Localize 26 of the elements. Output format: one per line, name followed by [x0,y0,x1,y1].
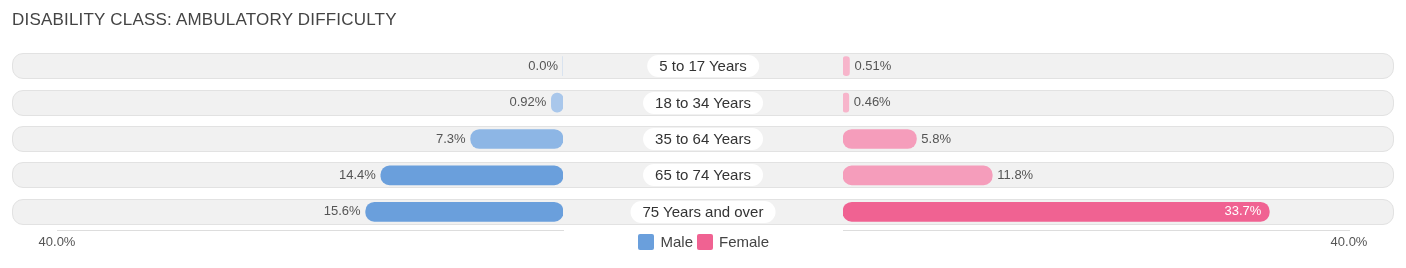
data-label: 0.46% [853,94,892,110]
data-label: 14.4% [338,166,377,182]
text: 40.0% [38,233,76,249]
data-label: 0.51% [854,57,892,73]
data-label: 11.8% [997,166,1034,182]
data-label: 0.92% [509,94,547,110]
data-label: 33.7% [1224,203,1262,219]
bar [470,129,563,149]
y-tick-label: 5 to 17 Years [647,55,759,78]
text: 40.0% [1330,233,1368,249]
bar [365,201,563,222]
y-tick-label: 65 to 74 Years [643,164,763,187]
legend-label: Female [718,233,770,250]
y-tick-label: 75 Years and over [630,200,776,223]
legend-label: Male [659,233,693,250]
bar [380,165,563,186]
y-tick-label: 18 to 34 Years [643,91,763,114]
data-label: 5.8% [921,130,952,146]
y-tick-label: 35 to 64 Years [643,128,763,150]
bar [843,129,917,149]
data-label: 0.0% [528,57,559,73]
chart-title: DISABILITY CLASS: AMBULATORY DIFFICULTY [12,10,397,30]
bar [843,165,993,186]
data-label: 7.3% [436,130,467,146]
bar [843,201,1270,222]
data-label: 15.6% [323,203,362,219]
